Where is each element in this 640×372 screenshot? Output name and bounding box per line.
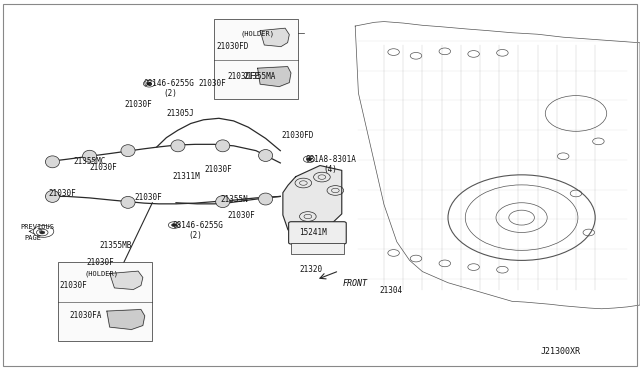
Circle shape: [307, 158, 312, 161]
Text: 21030F: 21030F: [90, 163, 117, 172]
Text: 21030FA: 21030FA: [69, 311, 102, 320]
Ellipse shape: [45, 190, 60, 202]
Polygon shape: [107, 310, 145, 330]
Text: 21355MA: 21355MA: [243, 72, 276, 81]
Polygon shape: [109, 271, 143, 289]
Polygon shape: [283, 166, 342, 234]
Text: (2): (2): [163, 89, 177, 98]
Text: PAGE: PAGE: [24, 235, 42, 241]
Ellipse shape: [216, 140, 230, 152]
Text: 21311M: 21311M: [173, 172, 200, 181]
Text: 21030FE: 21030FE: [227, 72, 260, 81]
Text: 21355N: 21355N: [221, 195, 248, 203]
Text: PREVIOUS: PREVIOUS: [20, 224, 54, 230]
Text: 21030F: 21030F: [86, 258, 114, 267]
Ellipse shape: [83, 150, 97, 162]
Text: 21030F: 21030F: [48, 189, 76, 198]
Text: FRONT: FRONT: [342, 279, 367, 288]
FancyBboxPatch shape: [289, 222, 346, 244]
Bar: [291, 243, 344, 254]
Text: (4): (4): [323, 165, 337, 174]
Text: 21304: 21304: [380, 286, 403, 295]
Text: 21030FD: 21030FD: [216, 42, 249, 51]
Text: 21030F: 21030F: [125, 100, 152, 109]
Text: 21355MC: 21355MC: [74, 157, 106, 166]
Ellipse shape: [121, 196, 135, 208]
Ellipse shape: [171, 140, 185, 152]
Text: 08146-6255G: 08146-6255G: [144, 79, 195, 88]
Text: 21320: 21320: [300, 265, 323, 274]
Ellipse shape: [45, 156, 60, 168]
Text: 08146-6255G: 08146-6255G: [173, 221, 223, 230]
Text: 21030FD: 21030FD: [282, 131, 314, 140]
Ellipse shape: [121, 145, 135, 157]
Circle shape: [172, 224, 177, 227]
Circle shape: [40, 231, 45, 234]
Bar: [58, 262, 152, 341]
Polygon shape: [260, 28, 289, 46]
Text: 21030F: 21030F: [198, 79, 226, 88]
Ellipse shape: [259, 193, 273, 205]
Text: 21305J: 21305J: [166, 109, 194, 118]
Bar: [214, 19, 298, 99]
Ellipse shape: [259, 150, 273, 161]
Text: 081A8-8301A: 081A8-8301A: [306, 155, 356, 164]
Text: (2): (2): [189, 231, 203, 240]
Polygon shape: [258, 67, 291, 87]
Text: (HOLDER): (HOLDER): [84, 270, 118, 277]
Text: (HOLDER): (HOLDER): [240, 31, 274, 38]
Text: 21030F: 21030F: [227, 211, 255, 220]
Text: A: A: [39, 228, 43, 233]
Text: J21300XR: J21300XR: [541, 347, 581, 356]
Text: 21355MB: 21355MB: [99, 241, 132, 250]
Ellipse shape: [216, 196, 230, 208]
Text: 21030F: 21030F: [60, 281, 87, 290]
Text: 21030F: 21030F: [205, 165, 232, 174]
Text: 21030F: 21030F: [134, 193, 162, 202]
Circle shape: [147, 82, 152, 85]
Text: 15241M: 15241M: [300, 228, 327, 237]
